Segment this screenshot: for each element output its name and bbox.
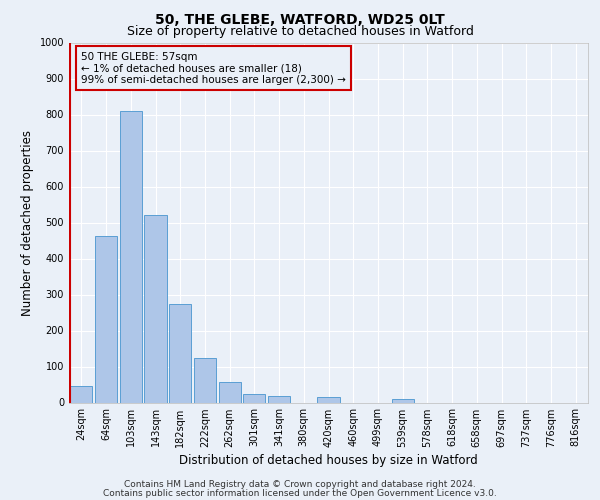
Bar [243, 394, 265, 402]
Bar [169, 304, 191, 402]
Bar [317, 397, 340, 402]
Bar [119, 111, 142, 403]
Bar [194, 358, 216, 403]
Bar [95, 236, 117, 402]
Bar [70, 386, 92, 402]
Text: Size of property relative to detached houses in Watford: Size of property relative to detached ho… [127, 25, 473, 38]
Y-axis label: Number of detached properties: Number of detached properties [21, 130, 34, 316]
Text: 50 THE GLEBE: 57sqm
← 1% of detached houses are smaller (18)
99% of semi-detache: 50 THE GLEBE: 57sqm ← 1% of detached hou… [82, 52, 346, 84]
Text: Contains HM Land Registry data © Crown copyright and database right 2024.: Contains HM Land Registry data © Crown c… [124, 480, 476, 489]
Bar [145, 216, 167, 402]
Text: 50, THE GLEBE, WATFORD, WD25 0LT: 50, THE GLEBE, WATFORD, WD25 0LT [155, 12, 445, 26]
X-axis label: Distribution of detached houses by size in Watford: Distribution of detached houses by size … [179, 454, 478, 467]
Text: Contains public sector information licensed under the Open Government Licence v3: Contains public sector information licen… [103, 488, 497, 498]
Bar [392, 399, 414, 402]
Bar [268, 396, 290, 402]
Bar [218, 382, 241, 402]
